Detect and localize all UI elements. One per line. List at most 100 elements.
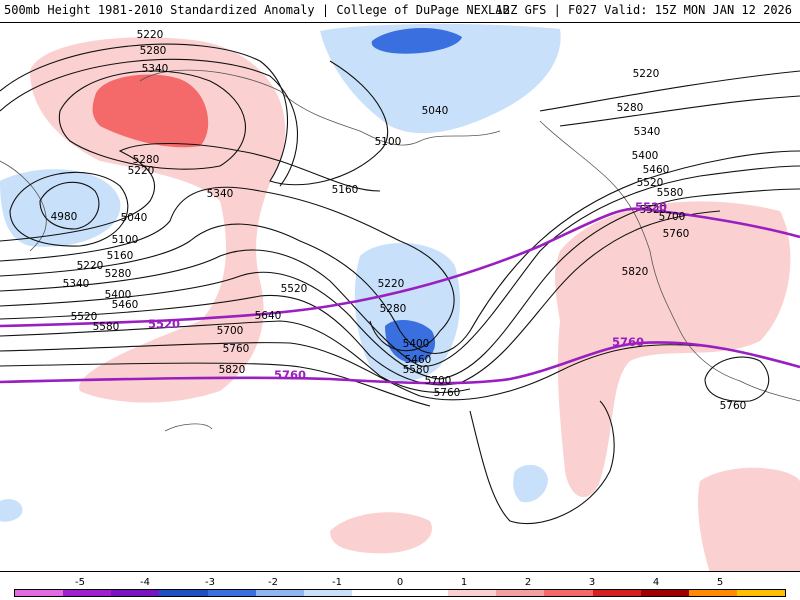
contour-label: 5280 [380, 303, 407, 315]
contour-label: 5220 [77, 260, 104, 272]
contour-line [0, 342, 701, 401]
colorbar-segment [640, 590, 689, 596]
contour-line [0, 142, 381, 242]
contour-label: 5400 [403, 338, 430, 350]
model-run-info: 12Z GFS | F027 Valid: 15Z MON JAN 12 202… [495, 3, 792, 17]
colorbar-label: -3 [205, 577, 215, 588]
positive-anomaly-region [330, 512, 432, 554]
contour-line [58, 70, 246, 170]
contour-label: 5340 [142, 63, 169, 75]
contour-label: 5280 [617, 102, 644, 114]
contour-label: 5040 [422, 105, 449, 117]
contour-label: 5700 [659, 211, 686, 223]
colorbar-segment [207, 590, 256, 596]
colorbar-label: 2 [524, 577, 532, 588]
contour-label: 5700 [217, 325, 244, 337]
contour-label: 5340 [207, 188, 234, 200]
colorbar-label: 4 [652, 577, 660, 588]
contour-label: 5280 [133, 154, 160, 166]
colorbar-segment [400, 590, 449, 596]
contour-5520-label: 5520 [148, 317, 180, 331]
strong-positive-anomaly-region [92, 74, 209, 148]
contour-label: 5340 [634, 126, 661, 138]
contour-label: 5220 [137, 29, 164, 41]
positive-anomaly-region [555, 201, 791, 498]
colorbar-segment [15, 590, 64, 596]
contour-label: 5460 [643, 164, 670, 176]
contour-label: 5520 [71, 311, 98, 323]
contour-label: 5400 [105, 289, 132, 301]
contour-line [9, 171, 129, 247]
colorbar-segment [111, 590, 160, 596]
colorbar-label: 3 [588, 577, 596, 588]
contour-label: 5580 [403, 364, 430, 376]
map-title: 500mb Height 1981-2010 Standardized Anom… [4, 3, 510, 17]
contour-line [0, 186, 455, 352]
contour-label: 5760 [434, 387, 461, 399]
colorbar-label: -2 [268, 577, 278, 588]
negative-anomaly-region [320, 23, 561, 134]
contour-line [0, 320, 471, 394]
contour-label: 5580 [93, 321, 120, 333]
height-contours [0, 43, 800, 525]
contour-label: 5280 [140, 45, 167, 57]
colorbar-label: -4 [140, 577, 150, 588]
contour-label: 5460 [405, 354, 432, 366]
contour-label: 5820 [622, 266, 649, 278]
contour-5520-label: 5520 [635, 200, 667, 214]
contour-line [0, 43, 389, 186]
contour-label: 5820 [219, 364, 246, 376]
colorbar-segment [688, 590, 737, 596]
contour-label: 5340 [63, 278, 90, 290]
anomaly-shading [0, 23, 800, 571]
contour-line [469, 400, 615, 525]
negative-anomaly-region [513, 464, 548, 503]
contour-label: 5220 [128, 165, 155, 177]
colorbar-segment [592, 590, 641, 596]
colorbar-label: 0 [396, 577, 404, 588]
colorbar-segment [159, 590, 208, 596]
contour-label: 5160 [107, 250, 134, 262]
negative-anomaly-region [0, 499, 23, 522]
contour-label: 5220 [633, 68, 660, 80]
colorbar-label: 5 [716, 577, 724, 588]
anomaly-map: 5220 5280 5340 5280 5220 5340 5160 5100 … [0, 22, 800, 572]
contour-label: 5400 [632, 150, 659, 162]
colorbar-segment [544, 590, 593, 596]
contour-label: 5040 [121, 212, 148, 224]
colorbar-segment [255, 590, 304, 596]
contour-label: 5280 [105, 268, 132, 280]
contour-label: 5580 [657, 187, 684, 199]
map-canvas: 5220 5280 5340 5280 5220 5340 5160 5100 … [0, 23, 800, 571]
contour-line [0, 165, 800, 367]
contour-line [0, 210, 721, 386]
contour-label: 5100 [375, 136, 402, 148]
colorbar-segment [63, 590, 112, 596]
contour-label: 5760 [720, 400, 747, 412]
contour-line [39, 181, 100, 230]
contour-label: 5460 [112, 299, 139, 311]
contour-label: 5700 [425, 375, 452, 387]
positive-anomaly-region [30, 37, 286, 403]
north-america-coastline [539, 120, 800, 402]
colorbar-segment [736, 590, 785, 596]
contour-line [0, 58, 299, 187]
contour-line [0, 150, 800, 354]
strong-negative-anomaly-region [385, 319, 436, 363]
colorbar-strip [14, 589, 786, 597]
contour-label: 5100 [112, 234, 139, 246]
colorbar-segment [351, 590, 400, 596]
contour-label: 5160 [332, 184, 359, 196]
colorbar-segment [303, 590, 352, 596]
contour-5760-label: 5760 [274, 368, 306, 382]
highlight-labels: 5520 5760 5520 5760 [148, 200, 667, 382]
contour-label: 5520 [281, 283, 308, 295]
contour-label: 5220 [378, 278, 405, 290]
strong-negative-anomaly-region [371, 27, 462, 54]
positive-anomaly-region [698, 467, 800, 571]
colorbar-label: 1 [460, 577, 468, 588]
contour-5760-label: 5760 [612, 335, 644, 349]
map-header: 500mb Height 1981-2010 Standardized Anom… [0, 0, 800, 22]
anomaly-colorbar: -5 -4 -3 -2 -1 0 1 2 3 4 5 [0, 574, 800, 600]
colorbar-segment [496, 590, 545, 596]
